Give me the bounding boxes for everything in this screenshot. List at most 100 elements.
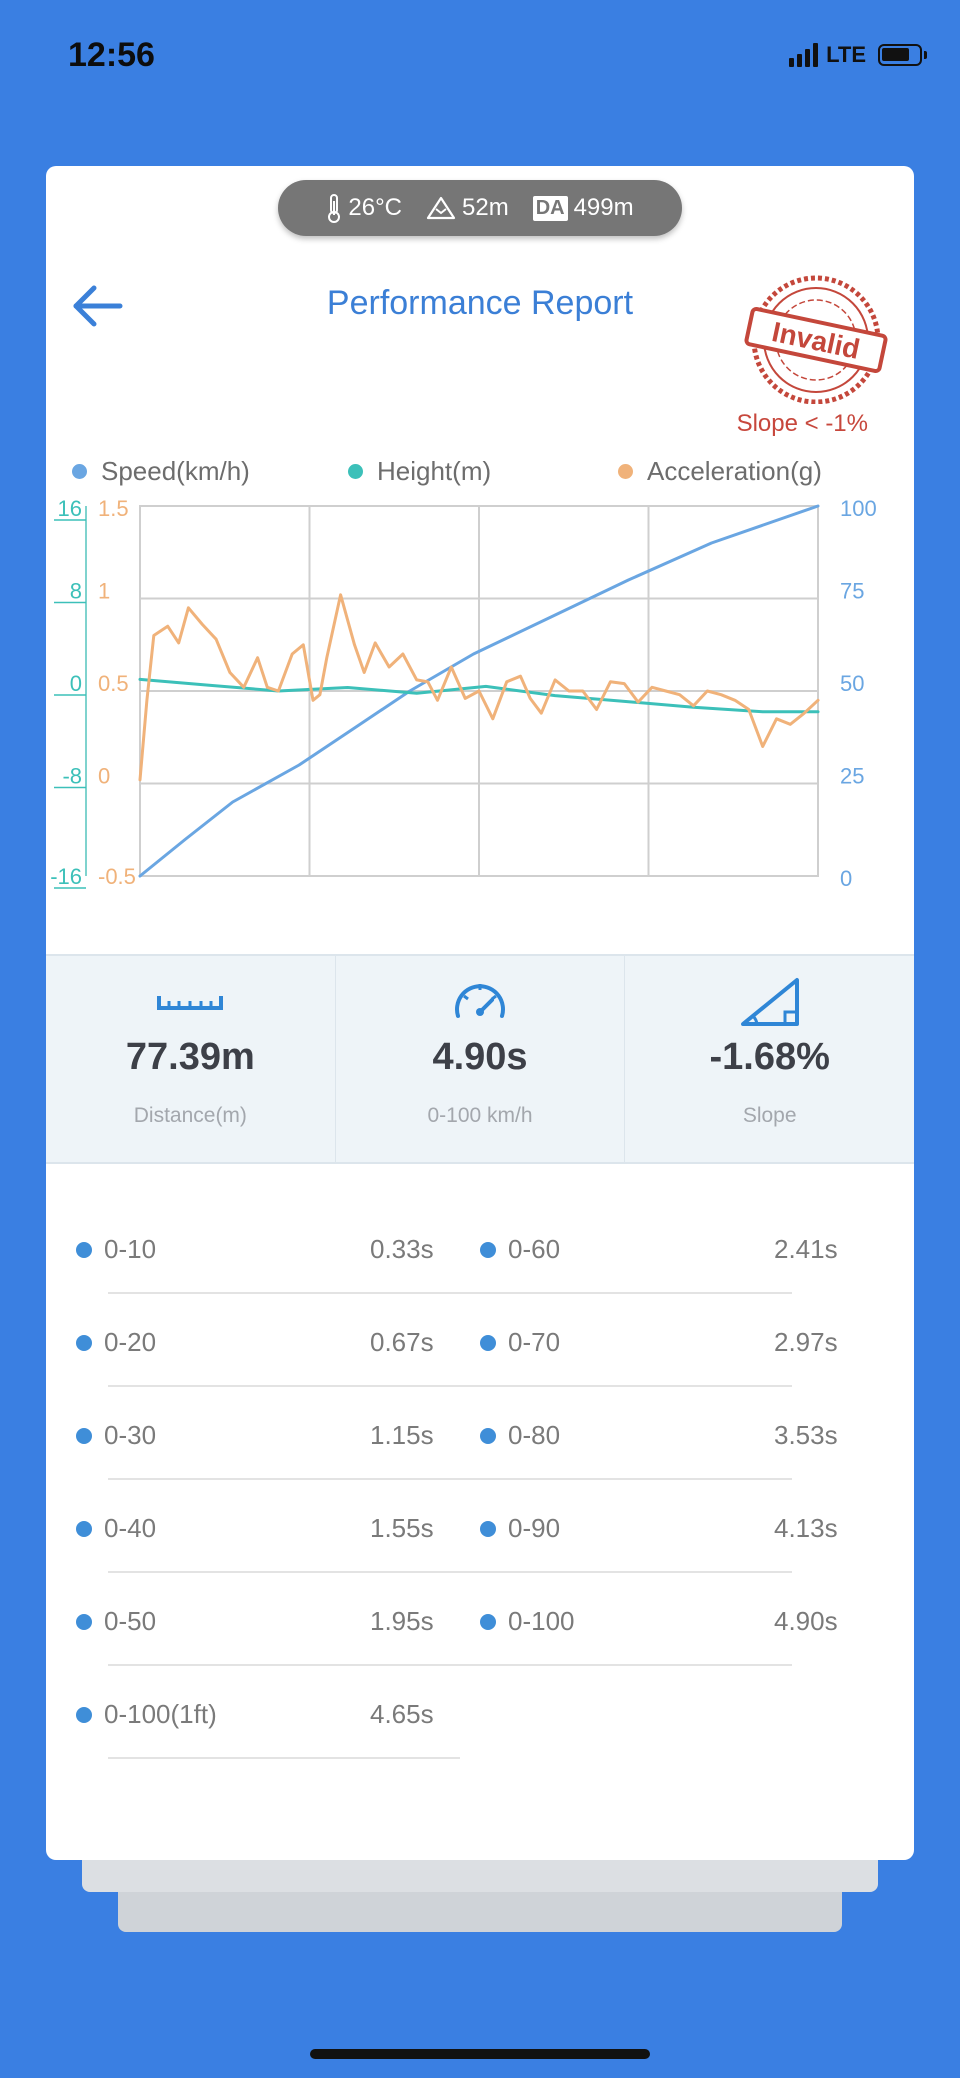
split-label: 0-30 — [104, 1420, 157, 1450]
acceleration-tick-label: 1.5 — [98, 496, 129, 521]
stat-acceleration-time: 4.90s 0-100 km/h — [336, 956, 626, 1162]
weather-pill: 26°C 52m DA 499m — [278, 180, 682, 236]
distance-label: Distance(m) — [133, 1104, 247, 1127]
legend-speed-label: Speed(km/h) — [101, 456, 250, 486]
acceleration-tick-label: 1 — [98, 579, 110, 604]
split-dot — [480, 1428, 496, 1444]
split-dot — [76, 1614, 92, 1630]
split-label: 0-70 — [508, 1327, 561, 1357]
acceleration-series-line — [138, 593, 820, 782]
distance-value: 77.39m — [125, 1036, 255, 1078]
performance-chart: 16 8 0 -8 -16 1.5 1 0.5 0 -0.5 100 75 50 25 0 — [50, 496, 877, 891]
legend-height-dot — [348, 464, 363, 479]
speed-tick-label: 25 — [840, 764, 864, 789]
acceleration-tick-label: 0.5 — [98, 671, 129, 696]
signal-icon — [789, 43, 819, 67]
height-tick-label: 16 — [58, 496, 82, 521]
split-label: 0-20 — [104, 1327, 157, 1357]
acceleration-tick-label: 0 — [98, 764, 110, 789]
split-label: 0-90 — [508, 1513, 561, 1543]
invalid-stamp: Invalid — [744, 275, 888, 404]
split-value: 0.67s — [370, 1327, 434, 1357]
battery-icon — [878, 44, 927, 66]
acceleration-time-value: 4.90s — [432, 1036, 528, 1078]
split-divider — [108, 1757, 460, 1759]
height-tick-label: 0 — [70, 671, 82, 696]
split-row: 0-80 3.53s — [450, 1386, 914, 1480]
network-label: LTE — [826, 42, 866, 67]
stats-panel: 77.39m Distance(m) 4.90s 0-100 km/h -1.6… — [46, 954, 914, 1164]
mountain-icon — [426, 196, 456, 220]
split-dot — [480, 1614, 496, 1630]
split-divider — [108, 1664, 508, 1666]
acceleration-tick-label: -0.5 — [98, 864, 136, 889]
split-label: 0-10 — [104, 1234, 157, 1264]
split-divider — [108, 1292, 508, 1294]
split-label: 0-100 — [508, 1606, 575, 1636]
slope-icon — [740, 978, 799, 1026]
split-dot — [76, 1335, 92, 1351]
split-row: 0-100(1ft) 4.65s — [46, 1665, 508, 1759]
split-value: 4.13s — [774, 1513, 838, 1543]
split-dot — [76, 1521, 92, 1537]
split-value: 2.41s — [774, 1234, 838, 1264]
da-badge: DA — [532, 195, 568, 221]
slope-value: -1.68% — [709, 1036, 830, 1078]
legend-speed: Speed(km/h) — [72, 456, 250, 487]
legend-height-label: Height(m) — [377, 456, 492, 486]
speed-tick-label: 50 — [840, 671, 864, 696]
page-title: Performance Report — [326, 284, 634, 322]
split-dot — [76, 1707, 92, 1723]
split-divider — [450, 1478, 792, 1480]
split-dot — [480, 1521, 496, 1537]
split-row: 0-100 4.90s — [450, 1572, 914, 1666]
split-row: 0-10 0.33s — [46, 1200, 508, 1294]
speed-tick-label: 100 — [840, 496, 877, 521]
split-value: 1.95s — [370, 1606, 434, 1636]
height-tick-label: -8 — [62, 764, 82, 789]
stat-distance: 77.39m Distance(m) — [46, 956, 336, 1162]
split-label: 0-100(1ft) — [104, 1699, 217, 1729]
slope-label: Slope — [742, 1104, 797, 1127]
split-row: 0-30 1.15s — [46, 1386, 508, 1480]
split-row: 0-90 4.13s — [450, 1479, 914, 1573]
split-label: 0-80 — [508, 1420, 561, 1450]
height-tick-label: -16 — [50, 864, 82, 889]
home-indicator — [310, 2049, 650, 2059]
slope-warning: Slope < -1% — [736, 410, 868, 437]
height-series-line — [138, 677, 820, 714]
acceleration-time-label: 0-100 km/h — [427, 1104, 533, 1127]
speed-tick-label: 0 — [840, 866, 852, 891]
split-divider — [108, 1385, 508, 1387]
split-divider — [450, 1292, 792, 1294]
split-dot — [480, 1335, 496, 1351]
split-value: 4.65s — [370, 1699, 434, 1729]
split-row: 0-20 0.67s — [46, 1293, 508, 1387]
legend-acceleration: Acceleration(g) — [618, 456, 822, 487]
split-value: 4.90s — [774, 1606, 838, 1636]
split-divider — [108, 1571, 508, 1573]
split-value: 0.33s — [370, 1234, 434, 1264]
status-time: 12:56 — [68, 36, 155, 74]
report-card: 26°C 52m DA 499m Performance Report Inva… — [46, 166, 914, 1860]
split-divider — [450, 1664, 792, 1666]
split-row: 0-50 1.95s — [46, 1572, 508, 1666]
stat-slope: -1.68% Slope — [625, 956, 914, 1162]
split-label: 0-50 — [104, 1606, 157, 1636]
split-label: 0-60 — [508, 1234, 561, 1264]
chart-legend: Speed(km/h) Height(m) Acceleration(g) — [72, 444, 892, 494]
back-arrow-icon[interactable] — [68, 278, 128, 334]
height-tick-label: 8 — [70, 579, 82, 604]
split-value: 2.97s — [774, 1327, 838, 1357]
split-row: 0-70 2.97s — [450, 1293, 914, 1387]
split-value: 1.55s — [370, 1513, 434, 1543]
speed-series-line — [138, 504, 820, 878]
split-dot — [480, 1242, 496, 1258]
speed-tick-label: 75 — [840, 579, 864, 604]
split-value: 1.15s — [370, 1420, 434, 1450]
speedometer-icon — [455, 984, 505, 1018]
split-row: 0-40 1.55s — [46, 1479, 508, 1573]
status-indicators: LTE — [789, 42, 927, 68]
legend-speed-dot — [72, 464, 87, 479]
split-label: 0-40 — [104, 1513, 157, 1543]
